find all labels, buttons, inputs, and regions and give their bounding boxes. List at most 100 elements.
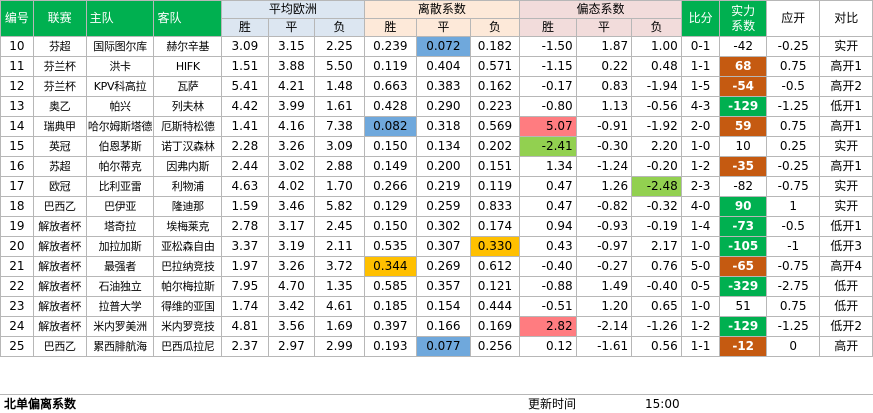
compare-cell: 低开2 <box>819 316 873 337</box>
handicap-cell: -2.75 <box>765 276 821 297</box>
dispersion-loss-cell: 0.223 <box>469 96 521 117</box>
skew-draw-cell: 1.20 <box>575 296 633 317</box>
header-league: 联赛 <box>32 0 87 37</box>
dispersion-loss-cell: 0.330 <box>469 236 521 257</box>
skew-loss-cell: -1.26 <box>631 316 682 337</box>
strength-coef-cell: -129 <box>719 316 767 337</box>
handicap-cell: 1 <box>765 196 821 217</box>
league-cell: 欧冠 <box>32 176 87 197</box>
dispersion-draw-cell: 0.219 <box>416 176 471 197</box>
handicap-cell: 0.75 <box>765 56 821 77</box>
strength-coef-cell: -73 <box>719 216 767 237</box>
skew-win-cell: 0.47 <box>519 176 577 197</box>
skew-win-cell: -1.15 <box>519 56 577 77</box>
skew-win-cell: 0.43 <box>519 236 577 257</box>
row-no-cell: 16 <box>0 156 34 177</box>
table-row: 11 芬兰杯 洪卡 HIFK 1.51 3.88 5.50 0.119 0.404 0.571 -1… <box>0 56 873 77</box>
strength-coef-cell: -12 <box>719 336 767 357</box>
dispersion-draw-cell: 0.072 <box>416 36 471 57</box>
dispersion-draw-cell: 0.077 <box>416 336 471 357</box>
row-no-cell: 17 <box>0 176 34 197</box>
skew-win-cell: -0.80 <box>519 96 577 117</box>
skew-win-cell: 5.07 <box>519 116 577 137</box>
avg-euro-draw-cell: 2.97 <box>267 336 316 357</box>
dispersion-win-cell: 0.535 <box>363 236 418 257</box>
skew-loss-cell: -1.94 <box>631 76 682 97</box>
table-row: 20 解放者杯 加拉加斯 亚松森自由 3.37 3.19 2.11 0.535 0.307 0.3… <box>0 236 873 257</box>
header-compare: 对比 <box>819 0 873 37</box>
skew-loss-cell: -0.40 <box>631 276 682 297</box>
dispersion-draw-cell: 0.134 <box>416 136 471 157</box>
away-team-cell: 帕尔梅拉斯 <box>153 276 223 297</box>
home-team-cell: 比利亚雷 <box>85 176 155 197</box>
skew-draw-cell: -0.82 <box>575 196 633 217</box>
score-cell: 1-2 <box>680 316 721 337</box>
handicap-cell: -0.75 <box>765 176 821 197</box>
skew-draw-cell: -0.97 <box>575 236 633 257</box>
handicap-cell: 0.25 <box>765 136 821 157</box>
strength-coef-cell: -129 <box>719 96 767 117</box>
home-team-cell: 洪卡 <box>85 56 155 77</box>
strength-coef-cell: -42 <box>719 36 767 57</box>
dispersion-draw-cell: 0.154 <box>416 296 471 317</box>
strength-coef-cell: 59 <box>719 116 767 137</box>
skew-win-cell: 0.94 <box>519 216 577 237</box>
dispersion-draw-cell: 0.357 <box>416 276 471 297</box>
strength-coef-cell: -329 <box>719 276 767 297</box>
table-row: 15 英冠 伯恩茅斯 诺丁汉森林 2.28 3.26 3.09 0.150 0.134 0.202… <box>0 136 873 157</box>
dispersion-loss-cell: 0.833 <box>469 196 521 217</box>
strength-coef-cell: -54 <box>719 76 767 97</box>
handicap-cell: 0.75 <box>765 296 821 317</box>
league-cell: 奥乙 <box>32 96 87 117</box>
update-time-value: 15:00 <box>645 397 680 411</box>
avg-euro-loss-cell: 2.11 <box>314 236 365 257</box>
header-sub-loss: 负 <box>314 18 365 37</box>
table-row: 25 巴西乙 累西腓航海 巴西瓜拉尼 2.37 2.97 2.99 0.193 0.077 0.2… <box>0 336 873 357</box>
compare-cell: 低开3 <box>819 236 873 257</box>
avg-euro-win-cell: 4.81 <box>221 316 269 337</box>
avg-euro-win-cell: 1.74 <box>221 296 269 317</box>
skew-loss-cell: 1.00 <box>631 36 682 57</box>
compare-cell: 低开1 <box>819 96 873 117</box>
compare-cell: 低开 <box>819 296 873 317</box>
home-team-cell: 塔奇拉 <box>85 216 155 237</box>
skew-draw-cell: 1.26 <box>575 176 633 197</box>
skew-loss-cell: 2.17 <box>631 236 682 257</box>
table-row: 10 芬超 国际图尔库 赫尔辛基 3.09 3.15 2.25 0.239 0.072 0.182… <box>0 36 873 57</box>
strength-coef-cell: 51 <box>719 296 767 317</box>
header-home: 主队 <box>85 0 155 37</box>
score-cell: 2-3 <box>680 176 721 197</box>
dispersion-win-cell: 0.129 <box>363 196 418 217</box>
away-team-cell: 得维的亚国 <box>153 296 223 317</box>
score-cell: 4-0 <box>680 196 721 217</box>
header-dispersion: 离散系数 <box>363 0 521 19</box>
score-cell: 5-0 <box>680 256 721 277</box>
skew-win-cell: 0.47 <box>519 196 577 217</box>
compare-cell: 低开1 <box>819 216 873 237</box>
dispersion-draw-cell: 0.259 <box>416 196 471 217</box>
league-cell: 解放者杯 <box>32 236 87 257</box>
league-cell: 解放者杯 <box>32 256 87 277</box>
strength-coef-cell: -82 <box>719 176 767 197</box>
dispersion-win-cell: 0.119 <box>363 56 418 77</box>
league-cell: 英冠 <box>32 136 87 157</box>
handicap-cell: -1 <box>765 236 821 257</box>
skew-draw-cell: -1.61 <box>575 336 633 357</box>
avg-euro-win-cell: 1.97 <box>221 256 269 277</box>
dispersion-win-cell: 0.185 <box>363 296 418 317</box>
skew-win-cell: -0.17 <box>519 76 577 97</box>
league-cell: 解放者杯 <box>32 316 87 337</box>
home-team-cell: 伯恩茅斯 <box>85 136 155 157</box>
handicap-cell: -1.25 <box>765 316 821 337</box>
skew-win-cell: -0.88 <box>519 276 577 297</box>
avg-euro-win-cell: 2.28 <box>221 136 269 157</box>
skew-draw-cell: -0.30 <box>575 136 633 157</box>
handicap-cell: 0.75 <box>765 116 821 137</box>
header-sub-draw: 平 <box>267 18 316 37</box>
home-team-cell: 最强者 <box>85 256 155 277</box>
handicap-cell: 0 <box>765 336 821 357</box>
avg-euro-loss-cell: 1.35 <box>314 276 365 297</box>
skew-win-cell: 2.82 <box>519 316 577 337</box>
header-skew: 偏态系数 <box>519 0 682 19</box>
strength-coef-cell: 90 <box>719 196 767 217</box>
